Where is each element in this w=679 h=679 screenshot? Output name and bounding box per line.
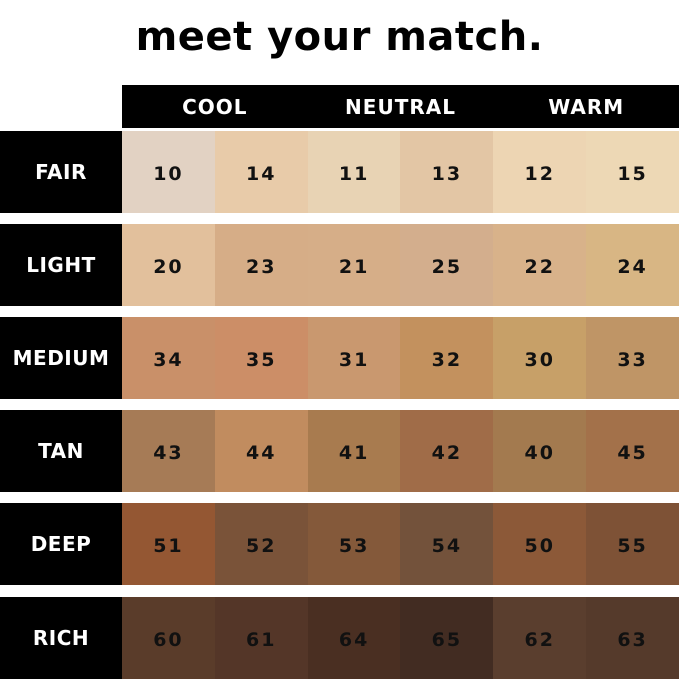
shade-swatch: 61 — [214, 597, 308, 679]
shade-swatch: 54 — [400, 503, 494, 585]
shade-swatch: 22 — [493, 224, 587, 306]
shade-swatch: 12 — [493, 131, 587, 213]
shade-swatch: 34 — [122, 317, 215, 399]
row-label: LIGHT — [0, 224, 122, 306]
shade-swatch: 41 — [307, 410, 401, 492]
shade-row-light: LIGHT 20 23 21 25 22 24 — [0, 224, 679, 306]
column-header-neutral: NEUTRAL — [345, 94, 456, 119]
shade-swatch: 51 — [122, 503, 215, 585]
shade-swatch: 31 — [307, 317, 401, 399]
shade-swatch: 30 — [493, 317, 587, 399]
shade-swatch: 53 — [307, 503, 401, 585]
shade-swatch: 14 — [214, 131, 308, 213]
shade-swatch: 35 — [214, 317, 308, 399]
row-label: DEEP — [0, 503, 122, 585]
shade-row-tan: TAN 43 44 41 42 40 45 — [0, 410, 679, 492]
shade-swatch: 44 — [214, 410, 308, 492]
shade-swatch: 42 — [400, 410, 494, 492]
shade-row-fair: FAIR 10 14 11 13 12 15 — [0, 131, 679, 213]
shade-swatch: 33 — [586, 317, 679, 399]
shade-swatch: 60 — [122, 597, 215, 679]
undertone-header: COOL NEUTRAL WARM — [122, 85, 679, 128]
shade-swatch: 20 — [122, 224, 215, 306]
shade-swatch: 64 — [307, 597, 401, 679]
shade-swatch: 13 — [400, 131, 494, 213]
shade-swatch: 52 — [214, 503, 308, 585]
shade-swatch: 45 — [586, 410, 679, 492]
shade-swatch: 10 — [122, 131, 215, 213]
shade-swatch: 21 — [307, 224, 401, 306]
shade-swatch: 63 — [586, 597, 679, 679]
row-label: RICH — [0, 597, 122, 679]
shade-swatch: 50 — [493, 503, 587, 585]
row-label: MEDIUM — [0, 317, 122, 399]
row-label: TAN — [0, 410, 122, 492]
page-title: meet your match. — [135, 14, 544, 60]
shade-swatch: 25 — [400, 224, 494, 306]
shade-swatch: 24 — [586, 224, 679, 306]
shade-swatch: 55 — [586, 503, 679, 585]
shade-swatch: 40 — [493, 410, 587, 492]
shade-swatch: 32 — [400, 317, 494, 399]
shade-row-rich: RICH 60 61 64 65 62 63 — [0, 597, 679, 679]
shade-row-medium: MEDIUM 34 35 31 32 30 33 — [0, 317, 679, 399]
shade-swatch: 62 — [493, 597, 587, 679]
column-header-warm: WARM — [548, 94, 625, 119]
shade-swatch: 15 — [586, 131, 679, 213]
shade-row-deep: DEEP 51 52 53 54 50 55 — [0, 503, 679, 585]
shade-swatch: 43 — [122, 410, 215, 492]
shade-swatch: 65 — [400, 597, 494, 679]
shade-swatch: 23 — [214, 224, 308, 306]
shade-swatch: 11 — [307, 131, 401, 213]
row-label: FAIR — [0, 131, 122, 213]
column-header-cool: COOL — [182, 94, 248, 119]
